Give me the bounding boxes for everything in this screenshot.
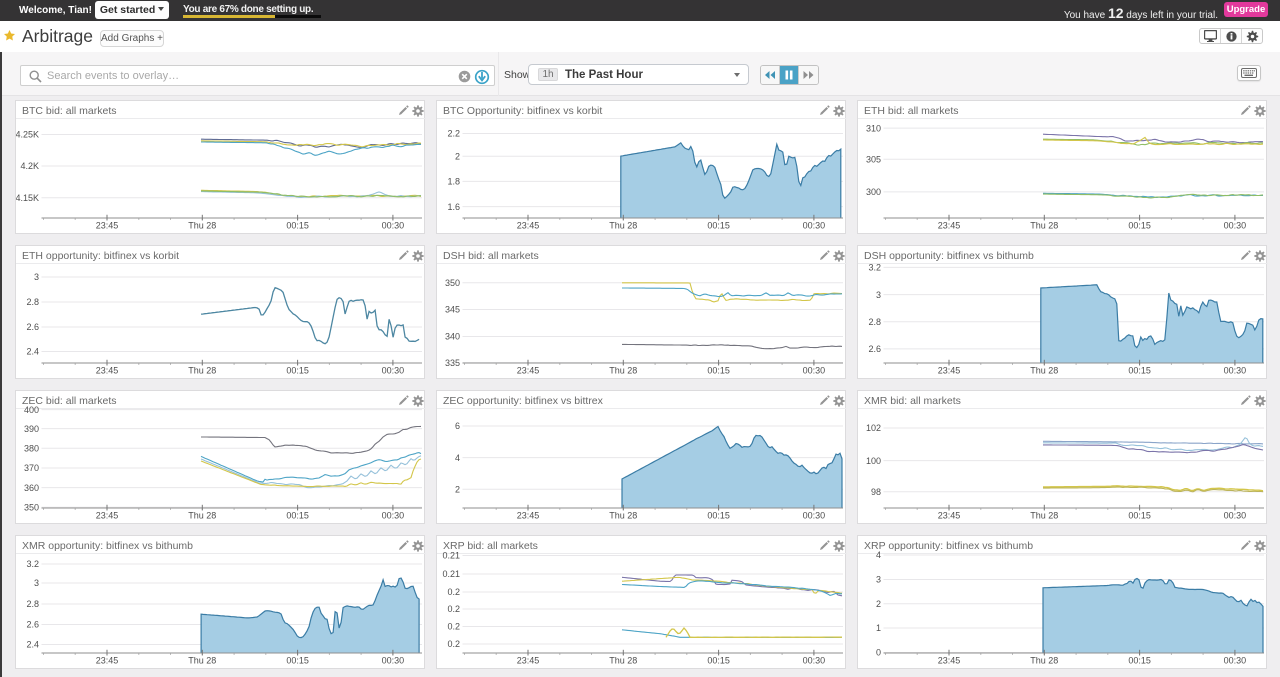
svg-text:Thu 28: Thu 28 <box>1030 511 1058 521</box>
svg-text:Thu 28: Thu 28 <box>1030 221 1058 231</box>
svg-text:00:30: 00:30 <box>1224 511 1247 521</box>
svg-text:Thu 28: Thu 28 <box>1030 656 1058 666</box>
svg-text:6: 6 <box>455 421 460 431</box>
svg-text:350: 350 <box>24 503 39 513</box>
svg-text:0.2: 0.2 <box>447 639 460 649</box>
svg-text:00:15: 00:15 <box>286 366 309 376</box>
svg-text:4: 4 <box>455 453 460 463</box>
svg-text:00:15: 00:15 <box>707 511 730 521</box>
svg-text:23:45: 23:45 <box>517 511 540 521</box>
svg-text:23:45: 23:45 <box>96 656 119 666</box>
svg-text:0.2: 0.2 <box>447 587 460 597</box>
svg-text:0.21: 0.21 <box>442 551 460 561</box>
svg-text:23:45: 23:45 <box>938 656 961 666</box>
svg-text:Thu 28: Thu 28 <box>609 656 637 666</box>
svg-text:350: 350 <box>445 278 460 288</box>
svg-text:4.25K: 4.25K <box>16 130 39 140</box>
svg-text:0: 0 <box>876 648 881 658</box>
svg-text:340: 340 <box>445 332 460 342</box>
svg-text:23:45: 23:45 <box>96 221 119 231</box>
svg-text:Thu 28: Thu 28 <box>188 366 216 376</box>
svg-text:00:30: 00:30 <box>382 221 405 231</box>
svg-text:2.4: 2.4 <box>26 347 39 357</box>
svg-text:00:30: 00:30 <box>1224 221 1247 231</box>
svg-text:00:30: 00:30 <box>803 366 826 376</box>
svg-text:Thu 28: Thu 28 <box>188 511 216 521</box>
svg-text:00:15: 00:15 <box>1128 221 1151 231</box>
svg-text:0.21: 0.21 <box>442 569 460 579</box>
svg-text:23:45: 23:45 <box>517 366 540 376</box>
svg-text:Thu 28: Thu 28 <box>609 221 637 231</box>
svg-text:1: 1 <box>876 623 881 633</box>
svg-text:00:15: 00:15 <box>286 221 309 231</box>
svg-text:00:30: 00:30 <box>382 656 405 666</box>
svg-text:310: 310 <box>866 123 881 133</box>
svg-text:2.6: 2.6 <box>26 620 39 630</box>
svg-text:300: 300 <box>866 187 881 197</box>
svg-text:00:15: 00:15 <box>1128 511 1151 521</box>
svg-text:4: 4 <box>876 550 881 560</box>
svg-text:98: 98 <box>871 487 881 497</box>
svg-text:00:15: 00:15 <box>1128 366 1151 376</box>
svg-text:00:15: 00:15 <box>707 221 730 231</box>
svg-text:380: 380 <box>24 444 39 454</box>
svg-text:3.2: 3.2 <box>26 559 39 569</box>
svg-text:00:15: 00:15 <box>286 511 309 521</box>
svg-text:Thu 28: Thu 28 <box>188 656 216 666</box>
svg-text:Thu 28: Thu 28 <box>609 511 637 521</box>
svg-text:2: 2 <box>876 599 881 609</box>
svg-text:345: 345 <box>445 305 460 315</box>
svg-text:0.2: 0.2 <box>447 604 460 614</box>
svg-text:23:45: 23:45 <box>517 656 540 666</box>
svg-text:100: 100 <box>866 456 881 466</box>
svg-text:00:30: 00:30 <box>803 511 826 521</box>
svg-text:390: 390 <box>24 424 39 434</box>
svg-text:23:45: 23:45 <box>938 366 961 376</box>
svg-text:1.6: 1.6 <box>447 202 460 212</box>
svg-text:23:45: 23:45 <box>96 366 119 376</box>
svg-text:2.8: 2.8 <box>26 599 39 609</box>
svg-text:360: 360 <box>24 483 39 493</box>
svg-text:3.2: 3.2 <box>868 263 881 273</box>
svg-text:2.8: 2.8 <box>26 297 39 307</box>
svg-text:0.2: 0.2 <box>447 622 460 632</box>
svg-text:2.8: 2.8 <box>868 317 881 327</box>
svg-text:102: 102 <box>866 423 881 433</box>
svg-text:00:30: 00:30 <box>803 656 826 666</box>
svg-text:2.6: 2.6 <box>26 322 39 332</box>
svg-text:1.8: 1.8 <box>447 177 460 187</box>
svg-text:Thu 28: Thu 28 <box>188 221 216 231</box>
svg-text:00:15: 00:15 <box>707 656 730 666</box>
svg-text:4.15K: 4.15K <box>16 193 39 203</box>
svg-text:00:30: 00:30 <box>803 221 826 231</box>
svg-text:3: 3 <box>876 290 881 300</box>
svg-text:2.2: 2.2 <box>447 129 460 139</box>
svg-text:23:45: 23:45 <box>96 511 119 521</box>
svg-text:4.2K: 4.2K <box>20 161 39 171</box>
svg-text:2.4: 2.4 <box>26 640 39 650</box>
svg-text:Thu 28: Thu 28 <box>1030 366 1058 376</box>
svg-text:23:45: 23:45 <box>938 221 961 231</box>
svg-text:2.6: 2.6 <box>868 344 881 354</box>
svg-text:00:15: 00:15 <box>1128 656 1151 666</box>
svg-text:3: 3 <box>34 272 39 282</box>
svg-text:23:45: 23:45 <box>517 221 540 231</box>
svg-text:335: 335 <box>445 358 460 368</box>
svg-text:00:15: 00:15 <box>707 366 730 376</box>
svg-text:2: 2 <box>455 151 460 161</box>
svg-text:3: 3 <box>876 575 881 585</box>
svg-text:305: 305 <box>866 155 881 165</box>
svg-text:00:15: 00:15 <box>286 656 309 666</box>
svg-text:00:30: 00:30 <box>382 511 405 521</box>
svg-text:2: 2 <box>455 484 460 494</box>
svg-text:23:45: 23:45 <box>938 511 961 521</box>
svg-text:370: 370 <box>24 463 39 473</box>
svg-text:00:30: 00:30 <box>382 366 405 376</box>
svg-text:00:30: 00:30 <box>1224 656 1247 666</box>
svg-text:400: 400 <box>24 405 39 415</box>
svg-text:Thu 28: Thu 28 <box>609 366 637 376</box>
svg-text:00:30: 00:30 <box>1224 366 1247 376</box>
svg-text:3: 3 <box>34 578 39 588</box>
